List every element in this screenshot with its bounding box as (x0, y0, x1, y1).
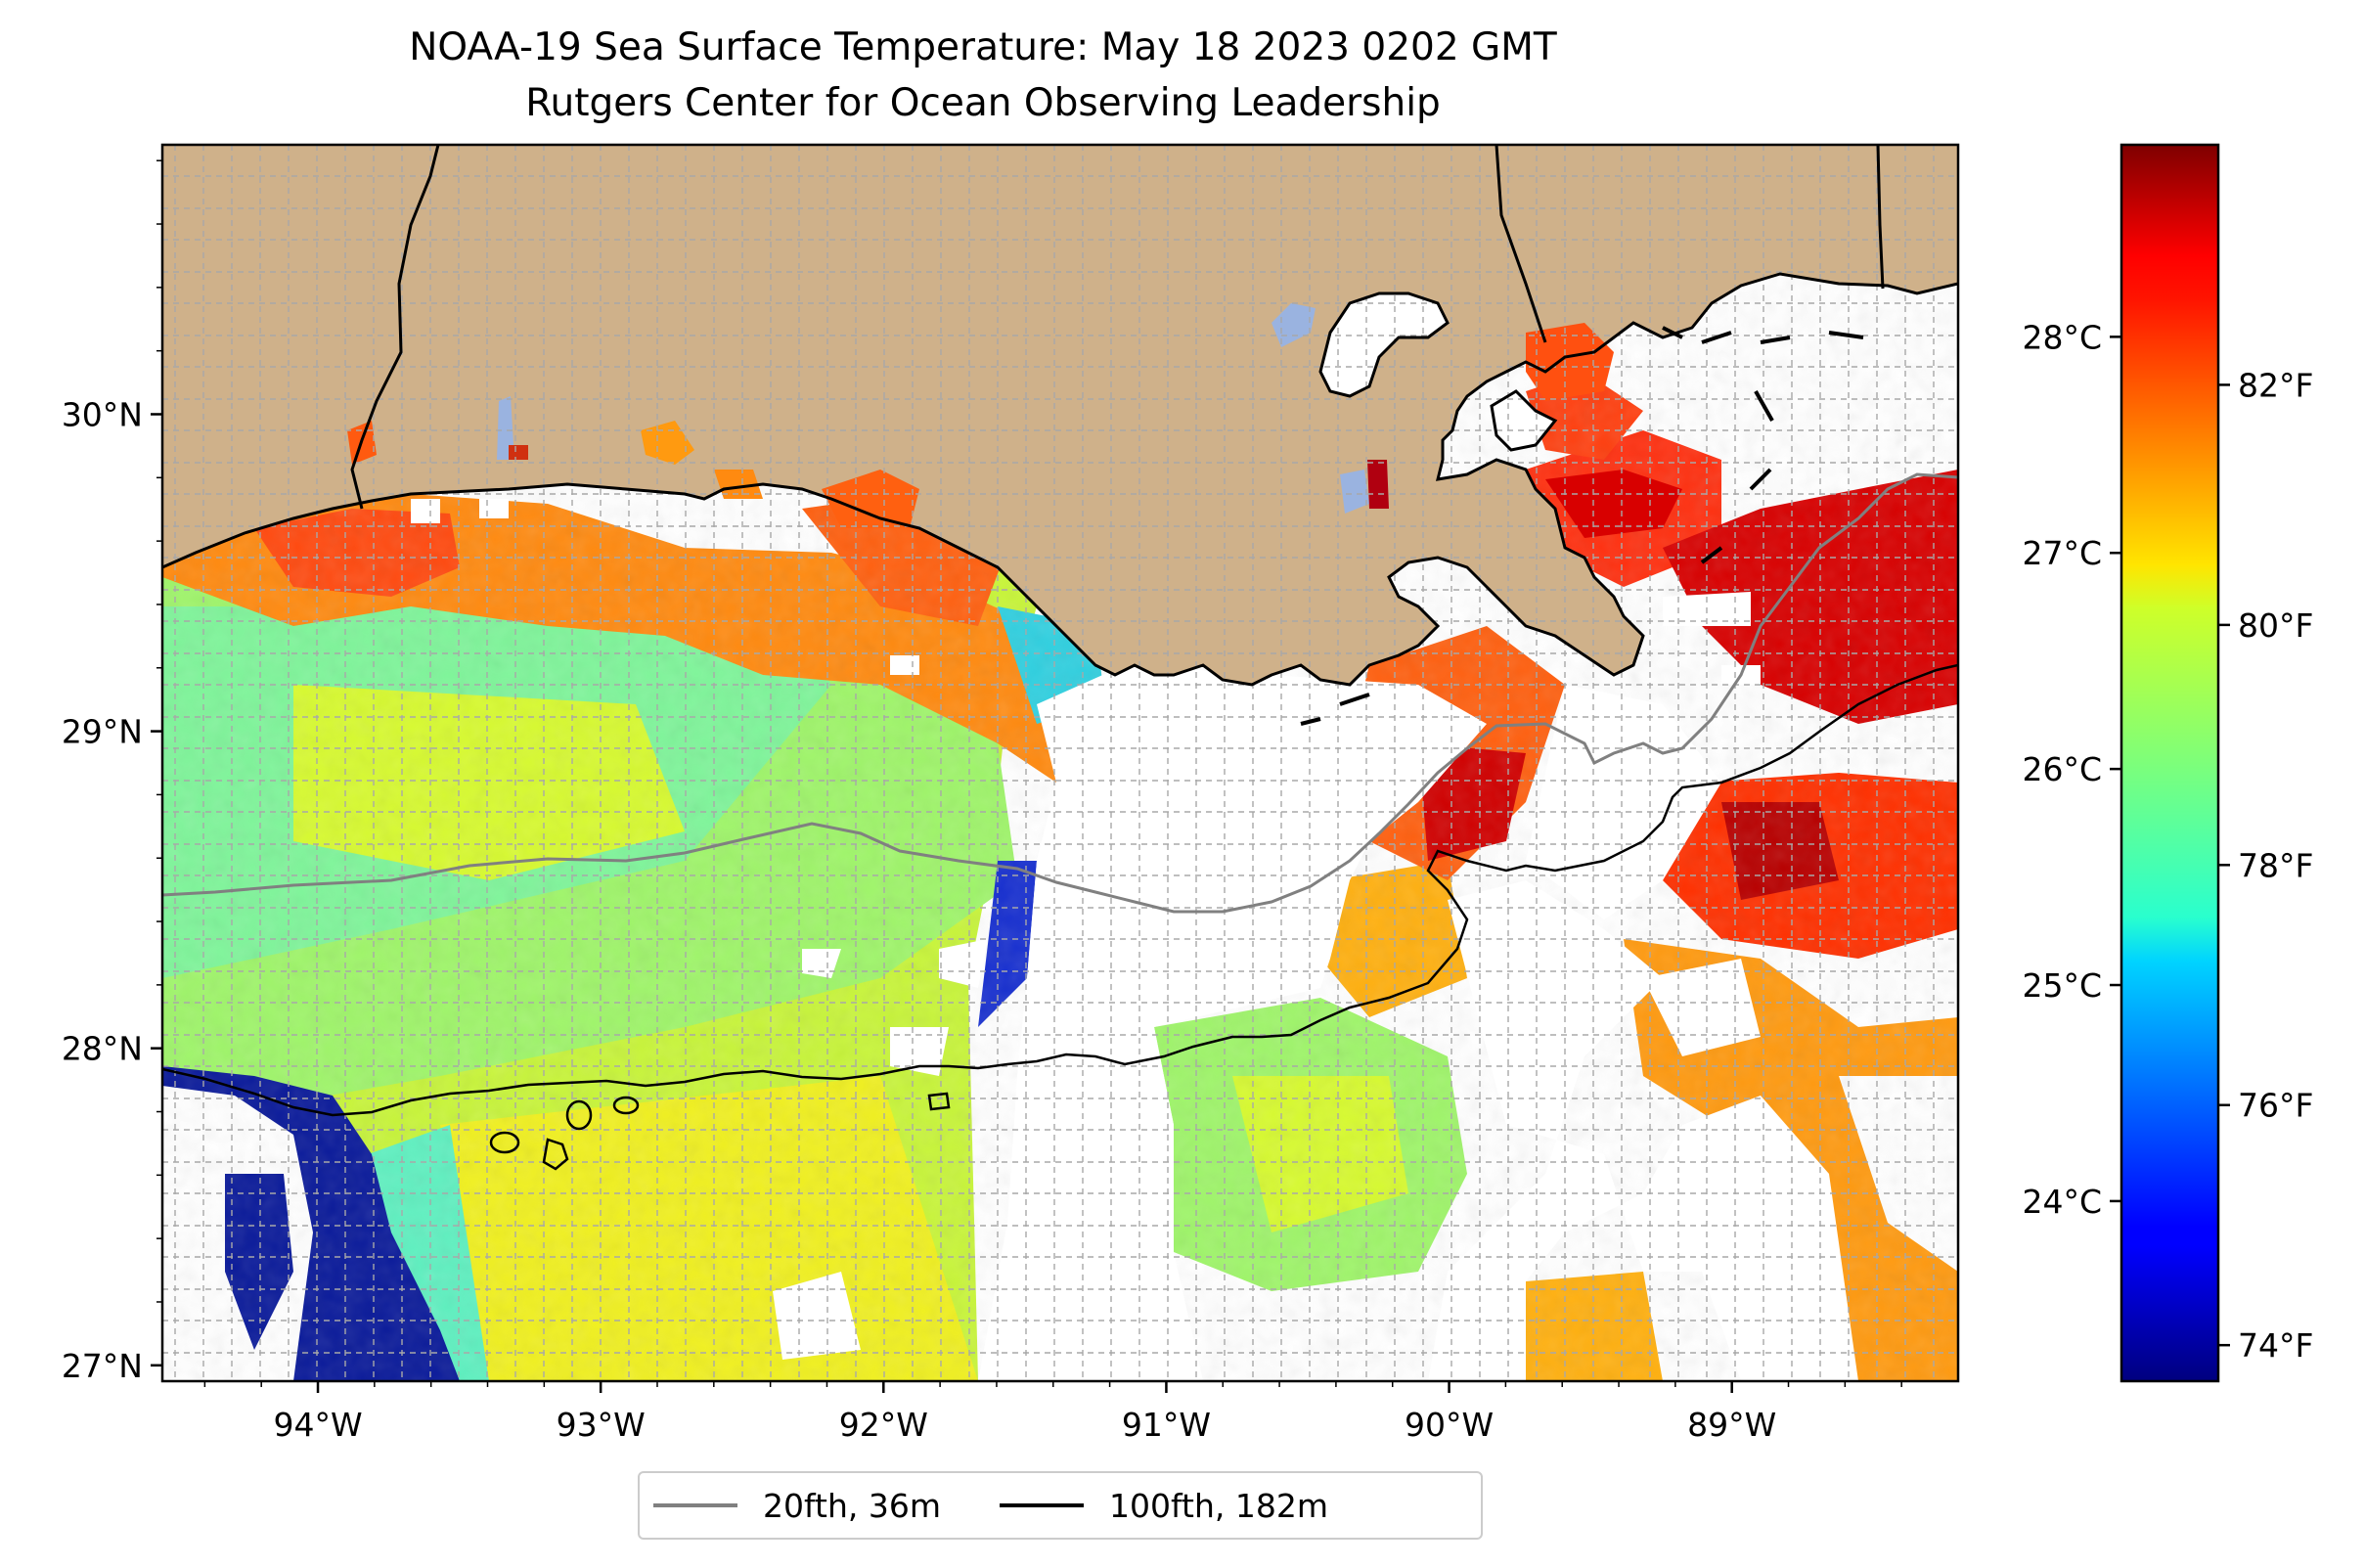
state-borders (350, 145, 1885, 510)
lon-tick-label: 92°W (839, 1406, 928, 1444)
colorbar-fahrenheit-axis: 74°F 76°F 78°F 80°F 82°F (2218, 366, 2313, 1365)
colorbar-celsius-axis: 24°C 25°C 26°C 27°C 28°C (2022, 318, 2121, 1221)
lake-borgne-shoreline (1490, 389, 1558, 452)
lon-tick-label: 90°W (1405, 1406, 1494, 1444)
colorbar-f-label: 80°F (2238, 606, 2313, 645)
lat-tick-label: 27°N (62, 1347, 143, 1385)
map-subtitle: Rutgers Center for Ocean Observing Leade… (525, 81, 1441, 125)
latitude-axis: 27°N 28°N 29°N 30°N (62, 159, 162, 1385)
lon-tick-label: 91°W (1122, 1406, 1211, 1444)
colorbar-gradient (2121, 145, 2218, 1381)
legend-item-100fth: 100fth, 182m (1000, 1487, 1328, 1525)
legend-item-20fth: 20fth, 36m (653, 1487, 941, 1525)
colorbar-frame (2120, 143, 2220, 1383)
inland-sst-patches (347, 323, 1682, 538)
lake-borgne (1492, 391, 1555, 450)
legend-label-20fth: 20fth, 36m (763, 1486, 941, 1525)
lat-tick-label: 30°N (62, 395, 143, 433)
map-frame (160, 143, 1960, 1383)
map-panel (162, 145, 1958, 1381)
longitude-axis: 94°W 93°W 92°W 91°W 90°W 89°W (203, 1381, 1902, 1444)
colorbar-c-label: 25°C (2022, 966, 2102, 1005)
isobath-legend: 20fth, 36m 100fth, 182m (638, 1471, 1483, 1540)
lon-tick-label: 94°W (273, 1406, 362, 1444)
lon-tick-label: 89°W (1687, 1406, 1776, 1444)
colorbar-c-label: 27°C (2022, 534, 2102, 572)
isobath-100fth (162, 663, 1958, 1117)
lat-tick-label: 29°N (62, 713, 143, 751)
legend-swatch-100fth (1000, 1503, 1084, 1507)
colorbar-c-label: 26°C (2022, 750, 2102, 788)
lat-tick-label: 28°N (62, 1030, 143, 1068)
isobath-20fth (162, 472, 1958, 914)
isobath-100fth-islands (489, 1092, 951, 1171)
coastline (162, 272, 1958, 687)
colorbar-f-label: 76°F (2238, 1087, 2313, 1125)
lake-pontchartrain (1320, 293, 1448, 396)
lake-shoreline (1318, 291, 1450, 398)
colorbar-c-label: 24°C (2022, 1183, 2102, 1221)
land-area (162, 145, 1958, 685)
colorbar-c-label: 28°C (2022, 318, 2102, 356)
legend-swatch-20fth (653, 1503, 737, 1507)
lon-tick-label: 93°W (557, 1406, 646, 1444)
gridlines (162, 145, 1958, 1381)
barrier-islands (1300, 326, 1864, 726)
colorbar-f-label: 74°F (2238, 1326, 2313, 1365)
legend-label-100fth: 100fth, 182m (1109, 1486, 1328, 1525)
colorbar-f-label: 82°F (2238, 366, 2313, 404)
colorbar-f-label: 78°F (2238, 846, 2313, 884)
map-title: NOAA-19 Sea Surface Temperature: May 18 … (409, 25, 1557, 69)
inland-lakes (497, 303, 1369, 514)
